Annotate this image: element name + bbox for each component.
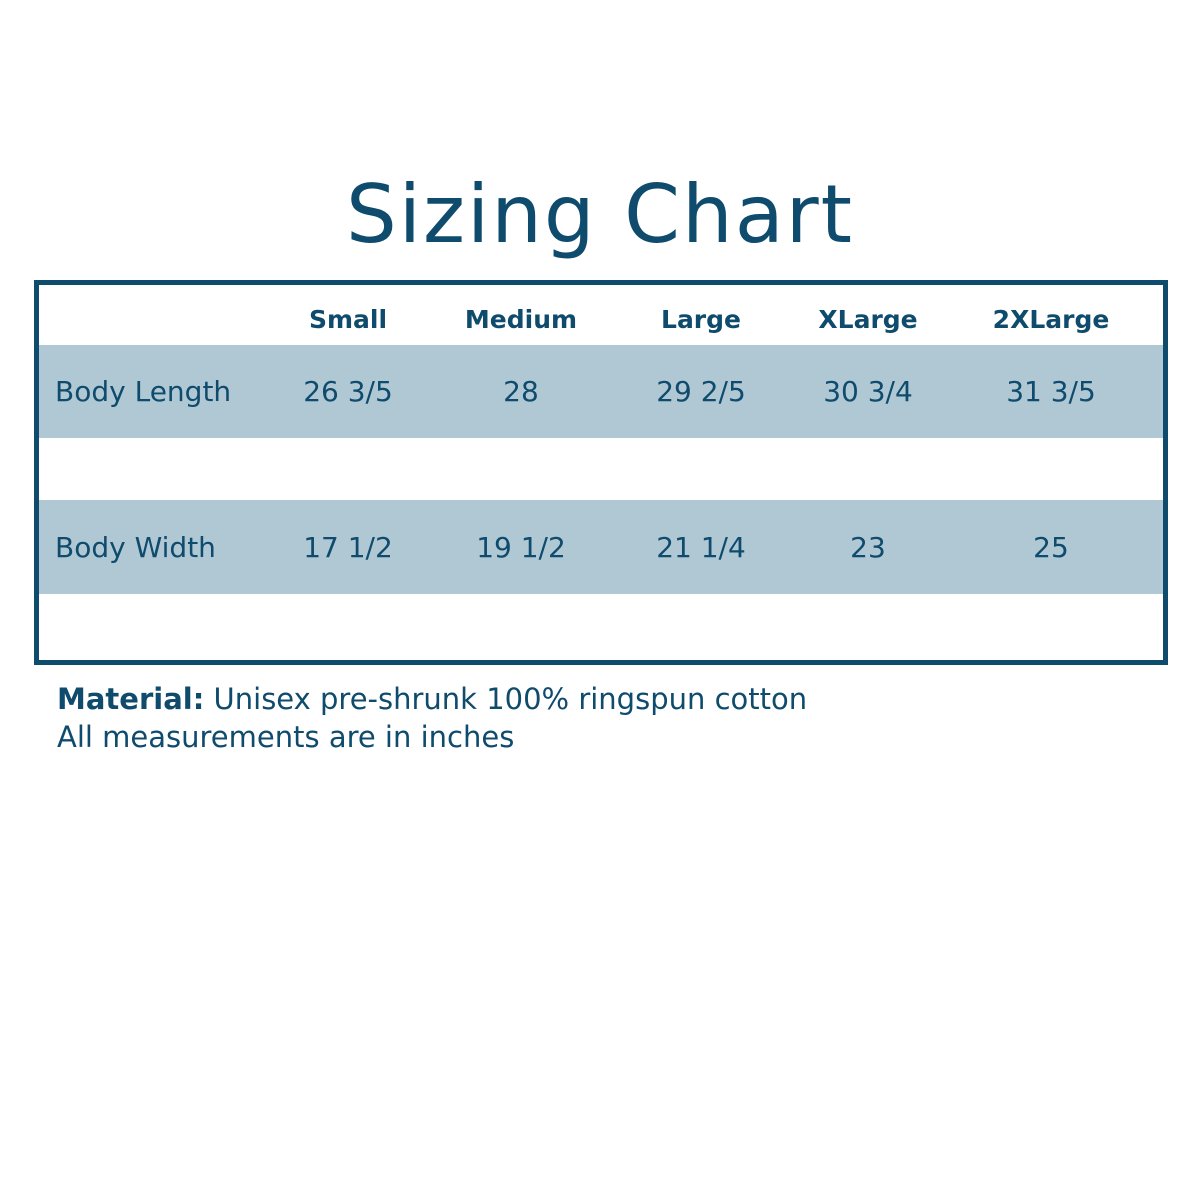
column-header-medium: Medium [464, 304, 578, 334]
table-cell: 23 [850, 530, 886, 564]
table-cell: 17 1/2 [303, 530, 393, 564]
column-header-large: Large [661, 304, 741, 334]
table-cell: 30 3/4 [823, 375, 913, 408]
table-row: Body Length 26 3/5 28 29 2/5 30 3/4 31 3… [39, 345, 1163, 438]
material-value: Unisex pre-shrunk 100% ringspun cotton [213, 682, 808, 716]
table-cell: 28 [503, 375, 539, 408]
column-header-2xlarge: 2XLarge [992, 304, 1110, 334]
column-header-small: Small [308, 304, 388, 334]
material-label: Material: [57, 682, 205, 716]
table-cell: 26 3/5 [303, 375, 393, 408]
table-cell: 25 [1033, 530, 1069, 564]
sizing-table: Small Medium Large XLarge 2XLarge Body L… [34, 280, 1168, 665]
table-cell: 19 1/2 [476, 530, 566, 564]
table-row: Body Width 17 1/2 19 1/2 21 1/4 23 25 [39, 500, 1163, 594]
table-cell: 29 2/5 [656, 375, 746, 408]
notes: Material: Unisex pre-shrunk 100% ringspu… [57, 680, 807, 756]
column-header-xlarge: XLarge [818, 304, 918, 334]
row-label: Body Length [55, 375, 232, 408]
table-cell: 31 3/5 [1006, 375, 1096, 408]
row-label: Body Width [55, 530, 216, 564]
table-cell: 21 1/4 [656, 530, 746, 564]
page-title: Sizing Chart [346, 168, 854, 261]
units-note: All measurements are in inches [57, 720, 515, 754]
header-row: Small Medium Large XLarge 2XLarge [39, 285, 1163, 345]
material-note: Material: Unisex pre-shrunk 100% ringspu… [57, 680, 807, 718]
